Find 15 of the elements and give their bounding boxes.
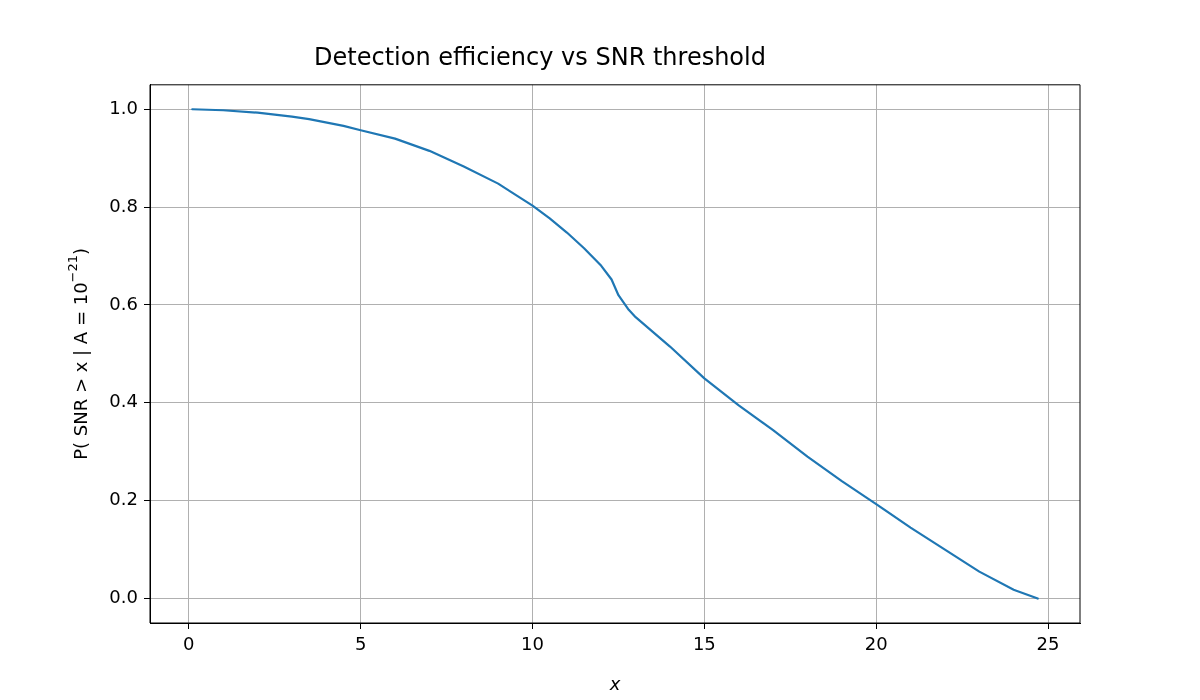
x-tick-label: 10 <box>521 633 544 655</box>
x-tick-label: 25 <box>1036 633 1060 655</box>
y-axis-title: P( SNR > x | A = 10−21) <box>65 247 91 460</box>
x-tick-label: 5 <box>354 633 367 655</box>
y-tick-label: 1.0 <box>109 96 138 118</box>
y-tick-label: 0.2 <box>109 488 138 510</box>
x-tick-label: 20 <box>864 633 888 655</box>
x-tick-label: 0 <box>183 633 195 655</box>
chart-title: Detection efficiency vs SNR threshold <box>314 42 766 71</box>
y-tick-label: 0.4 <box>109 390 138 412</box>
y-tick-label: 0.6 <box>109 292 138 314</box>
y-tick-label: 0.8 <box>109 194 138 216</box>
y-tick-label: 0.0 <box>109 586 138 608</box>
x-axis-title: x <box>608 672 621 694</box>
x-tick-label: 15 <box>692 633 716 655</box>
